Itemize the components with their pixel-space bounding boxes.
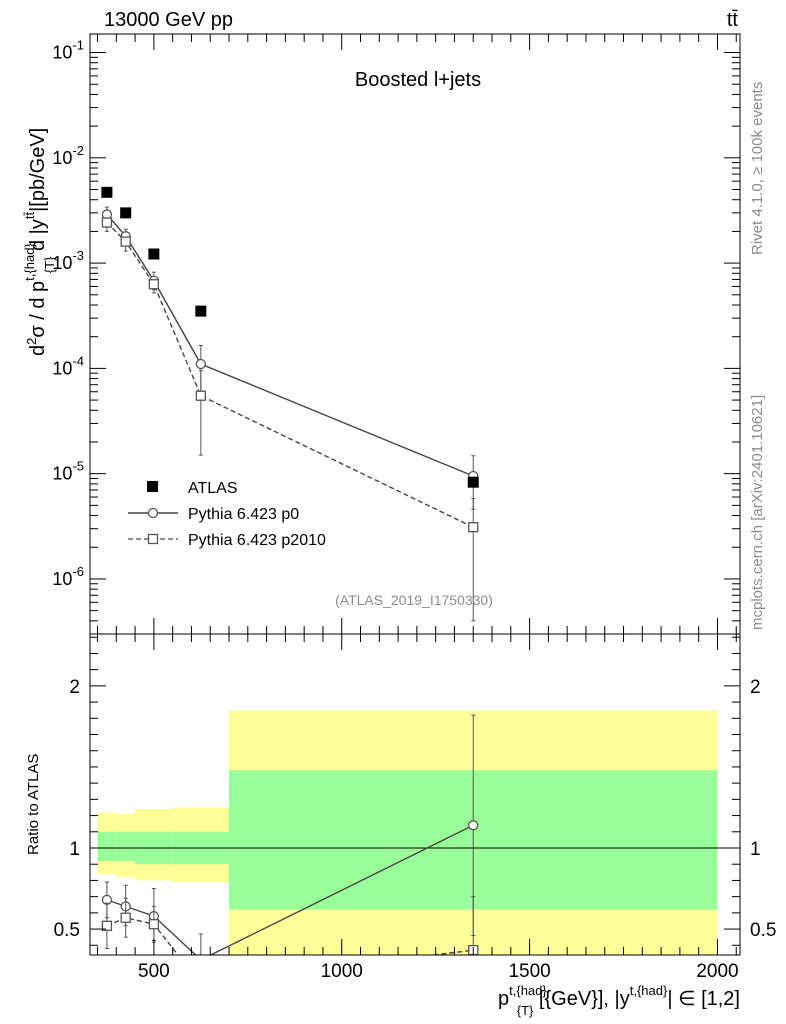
x-tick-label: 1500 xyxy=(508,961,550,982)
main-y-tick-label: 10-4 xyxy=(52,353,84,378)
ratio-p2010-point xyxy=(101,920,113,931)
legend-p2010-marker xyxy=(147,533,159,545)
legend-p2010-label: Pythia 6.423 p2010 xyxy=(188,532,326,549)
ratio-y-tick-label-right: 1 xyxy=(750,839,761,860)
process-label: tt̄ xyxy=(727,9,739,31)
main-y-tick-label: 10-5 xyxy=(52,459,84,484)
mcplots-label: mcplots.cern.ch [arXiv:2401.10621] xyxy=(749,395,766,630)
atlas-point xyxy=(467,476,479,488)
p2010-point xyxy=(101,217,113,228)
atlas-point xyxy=(148,248,160,260)
rivet-label: Rivet 4.1.0, ≥ 100k events xyxy=(749,82,766,255)
stat-uncertainty-band xyxy=(116,831,136,861)
ratio-y-tick-label-left: 1 xyxy=(69,839,80,860)
main-y-tick-label: 10-2 xyxy=(52,143,84,168)
x-tick-label: 1000 xyxy=(321,961,363,982)
ratio-panel: 0.5 0.5 1 1 2 2 500 1000 1500 2000 Ratio to ATLA… xyxy=(25,34,776,1018)
stat-uncertainty-band xyxy=(97,831,117,861)
p2010-point xyxy=(148,279,160,290)
main-y-ticks: 10-6 10-5 10-4 10-3 10-2 10-1 xyxy=(52,38,740,635)
ratio-y-tick-label-left: 2 xyxy=(69,677,80,698)
main-series-line xyxy=(106,222,474,528)
ratio-y-ticks: 0.5 0.5 1 1 2 2 xyxy=(54,636,776,946)
main-title: Boosted l+jets xyxy=(355,69,481,91)
main-panel: Boosted l+jets (ATLAS_2019_I1750330) 10-… xyxy=(22,33,741,635)
energy-label: 13000 GeV pp xyxy=(104,9,233,31)
main-series xyxy=(101,186,479,622)
ratio-y-axis-label: Ratio to ATLAS xyxy=(25,754,42,855)
ratio-bands xyxy=(97,710,718,955)
ratio-p2010-point xyxy=(120,912,131,923)
x-axis-label: pt,{had} {T} [{GeV}], |yt,{had}| ∈ [1,2] xyxy=(498,983,740,1018)
atlas-point xyxy=(195,305,207,317)
legend-p0-marker xyxy=(147,507,159,519)
legend-atlas-label: ATLAS xyxy=(188,480,238,497)
legend-p0-label: Pythia 6.423 p0 xyxy=(188,506,299,523)
ratio-y-tick-label-right: 2 xyxy=(750,677,761,698)
ratio-p2010-point xyxy=(196,980,205,989)
main-y-axis-label: d2σ / d pt,{had} {T} d |ytt̄|[pb/GeV] xyxy=(22,128,57,356)
x-tick-label: 2000 xyxy=(696,961,738,982)
ratio-frame xyxy=(89,633,741,956)
atlas-point xyxy=(120,207,132,219)
legend: ATLAS Pythia 6.423 p0 Pythia 6.423 p2010 xyxy=(128,480,326,549)
watermark: (ATLAS_2019_I1750330) xyxy=(335,592,493,608)
ratio-p2010-point xyxy=(148,919,160,930)
p2010-point xyxy=(195,390,206,401)
x-tick-label: 500 xyxy=(138,961,170,982)
ratio-p0-point xyxy=(468,820,479,831)
main-series-line xyxy=(106,213,474,477)
atlas-point xyxy=(101,186,113,198)
p2010-point xyxy=(120,236,131,247)
p0-point xyxy=(195,358,206,370)
ratio-p0-point xyxy=(199,954,203,955)
p2010-point xyxy=(468,522,479,533)
x-ticks: 500 1000 1500 2000 xyxy=(97,34,739,982)
main-y-tick-label: 10-6 xyxy=(52,564,84,589)
ratio-y-tick-label-right: 0.5 xyxy=(750,920,776,941)
main-y-tick-label: 10-1 xyxy=(52,38,84,63)
ratio-y-tick-label-left: 0.5 xyxy=(54,920,80,941)
main-y-tick-label: 10-3 xyxy=(52,248,84,273)
legend-atlas-marker xyxy=(147,481,158,492)
